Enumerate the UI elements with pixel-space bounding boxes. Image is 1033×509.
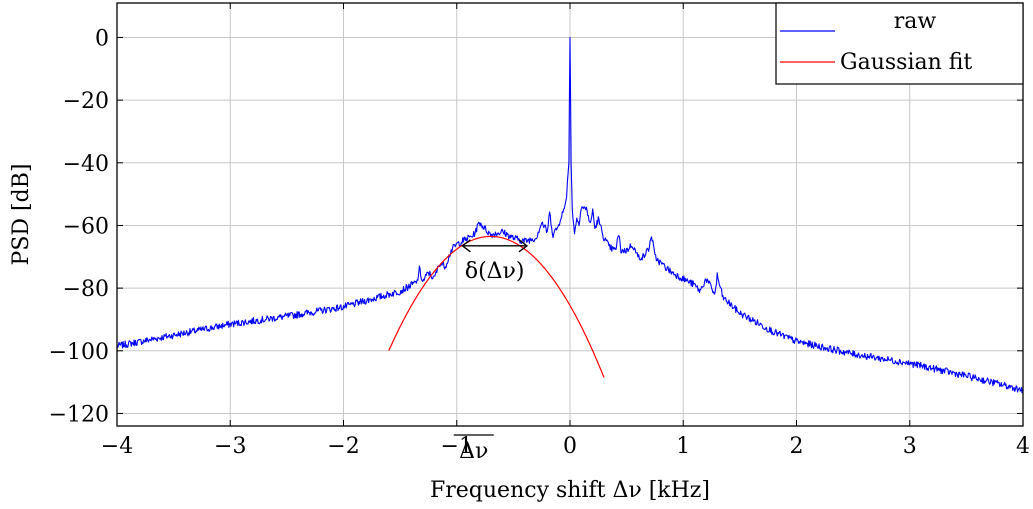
legend: raw Gaussian fit bbox=[775, 2, 1024, 85]
legend-label-gaussian-fit: Gaussian fit bbox=[840, 50, 972, 75]
x-axis-ticks: −4 −3 −2 −1 0 1 2 3 4 bbox=[101, 3, 1030, 459]
x-tick-label: 2 bbox=[790, 434, 804, 459]
delta-arrow-head-left bbox=[461, 239, 471, 253]
series-gaussian-fit-line bbox=[388, 235, 605, 378]
x-tick-label: 3 bbox=[903, 434, 917, 459]
annotation-layer: δ(Δν) Δν bbox=[453, 239, 529, 464]
y-axis-label: PSD [dB] bbox=[9, 164, 34, 266]
y-tick-label: −100 bbox=[49, 340, 109, 365]
x-tick-label: −4 bbox=[101, 434, 133, 459]
x-tick-label: 1 bbox=[676, 434, 690, 459]
x-tick-label: −2 bbox=[327, 434, 359, 459]
y-tick-label: −40 bbox=[63, 152, 109, 177]
x-axis-label: Frequency shift Δν [kHz] bbox=[430, 478, 710, 503]
y-tick-label: −60 bbox=[63, 214, 109, 239]
legend-box bbox=[775, 2, 1024, 85]
y-tick-label: −20 bbox=[63, 89, 109, 114]
x-tick-label: 4 bbox=[1016, 434, 1030, 459]
delta-annotation-label: δ(Δν) bbox=[465, 259, 525, 284]
y-axis-ticks: 0 −20 −40 −60 −80 −100 −120 bbox=[49, 26, 1023, 427]
overline-tick-label: Δν bbox=[459, 439, 488, 464]
series-raw-line bbox=[116, 36, 1023, 394]
series-layer bbox=[116, 36, 1023, 394]
x-tick-label: −3 bbox=[214, 434, 246, 459]
y-tick-label: 0 bbox=[95, 26, 109, 51]
y-tick-label: −80 bbox=[63, 277, 109, 302]
x-tick-label: 0 bbox=[563, 434, 577, 459]
delta-arrow-head-right bbox=[518, 239, 529, 253]
x-tick-label: −1 bbox=[441, 434, 473, 459]
legend-label-raw: raw bbox=[894, 9, 937, 34]
y-tick-label: −120 bbox=[49, 402, 109, 427]
